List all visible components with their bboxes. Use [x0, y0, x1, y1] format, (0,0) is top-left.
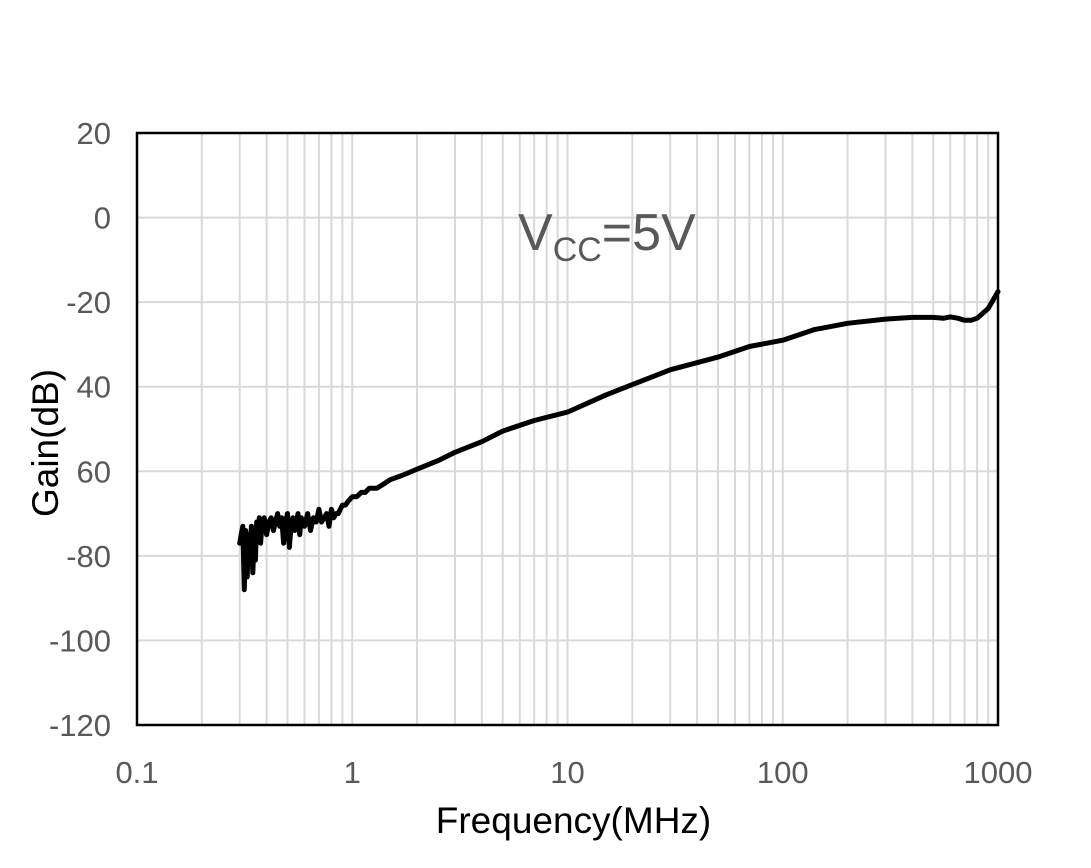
y-axis-title: Gain(dB): [25, 369, 66, 517]
x-axis-title: Frequency(MHz): [436, 800, 712, 841]
plot-frame: [135, 131, 1000, 727]
y-tick-label: -100: [49, 623, 111, 658]
y-tick-label: 40: [77, 370, 111, 405]
x-tick-label: 0.1: [115, 755, 158, 790]
y-tick-label: 60: [77, 454, 111, 489]
x-tick-label: 100: [757, 755, 809, 790]
x-tick-label: 10: [550, 755, 584, 790]
y-tick-label: -120: [49, 708, 111, 743]
y-tick-label: -20: [66, 285, 111, 320]
gain-series-line: [237, 289, 1001, 593]
x-tick-label: 1: [344, 755, 361, 790]
y-tick-label: 0: [94, 201, 111, 236]
x-tick-label: 1000: [964, 755, 1033, 790]
vcc-annotation: VCC=5V: [518, 204, 696, 269]
y-tick-label: 20: [77, 116, 111, 151]
y-tick-label: -80: [66, 539, 111, 574]
